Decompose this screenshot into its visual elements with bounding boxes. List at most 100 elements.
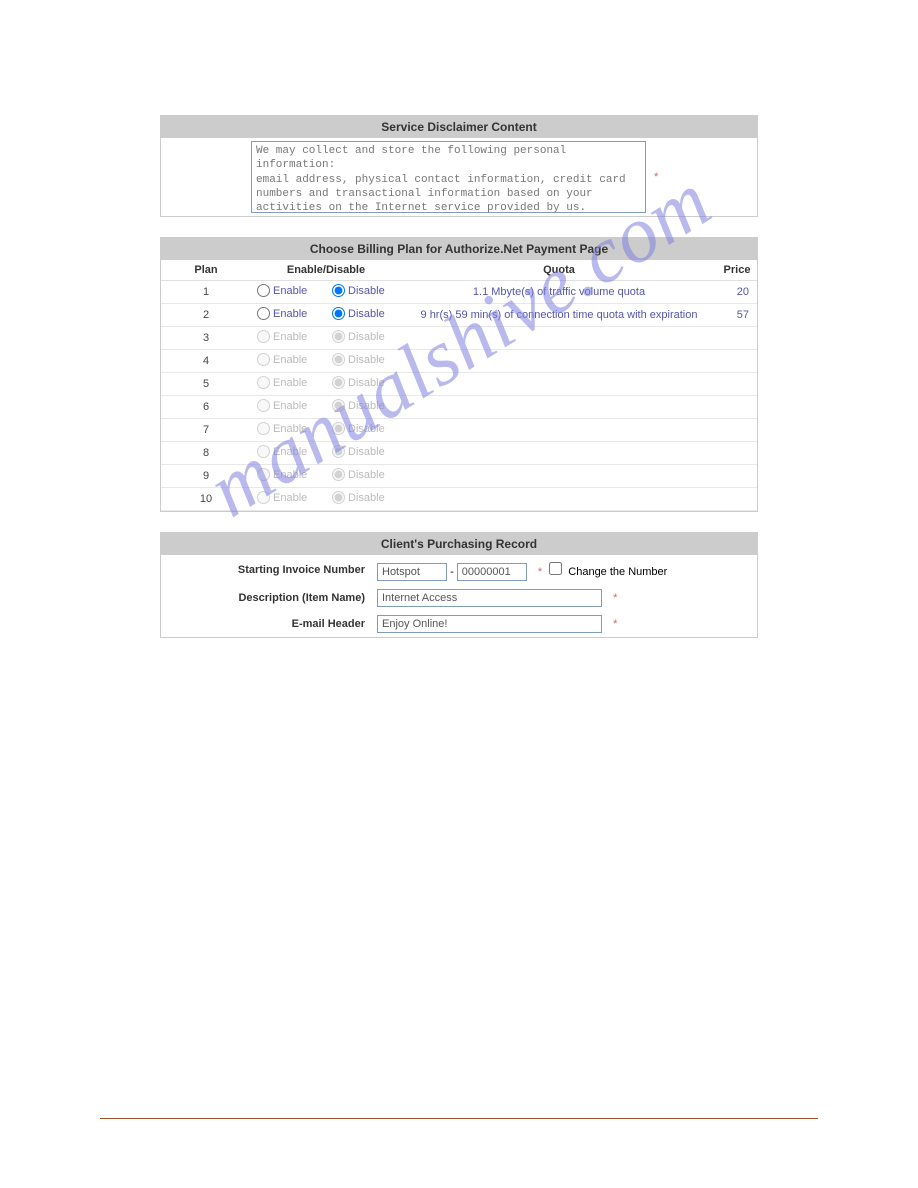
table-row: 8 Enable Disable [161, 442, 757, 465]
price-text [717, 419, 757, 442]
price-text [717, 488, 757, 511]
disable-radio [332, 353, 345, 366]
enable-radio [257, 422, 270, 435]
description-label: Description (Item Name) [161, 585, 371, 611]
table-row: 7 Enable Disable [161, 419, 757, 442]
enable-cell: Enable [251, 373, 326, 396]
enable-cell: Enable [251, 396, 326, 419]
table-row: 2 Enable Disable 9 hr(s) 59 min(s) of conne… [161, 304, 757, 327]
change-number-label: Change the Number [568, 566, 667, 578]
disable-cell: Disable [326, 442, 401, 465]
starting-invoice-label: Starting Invoice Number [161, 555, 371, 585]
plan-number: 9 [161, 465, 251, 488]
enable-radio [257, 353, 270, 366]
price-text [717, 396, 757, 419]
quota-text [401, 488, 717, 511]
enable-radio [257, 468, 270, 481]
change-number-checkbox[interactable] [549, 562, 562, 575]
client-purchasing-record-form: Starting Invoice Number - * Change the N… [161, 555, 757, 637]
email-header-label: E-mail Header [161, 611, 371, 637]
plan-number: 7 [161, 419, 251, 442]
plan-number: 3 [161, 327, 251, 350]
table-row: 4 Enable Disable [161, 350, 757, 373]
disable-cell: Disable [326, 350, 401, 373]
billing-plan-header: Choose Billing Plan for Authorize.Net Pa… [161, 238, 757, 260]
quota-text: 9 hr(s) 59 min(s) of connection time quo… [401, 304, 717, 327]
quota-text [401, 350, 717, 373]
enable-radio [257, 376, 270, 389]
plan-number: 6 [161, 396, 251, 419]
enable-cell: Enable [251, 419, 326, 442]
enable-cell: Enable [251, 304, 326, 327]
enable-radio[interactable] [257, 307, 270, 320]
enable-radio [257, 491, 270, 504]
invoice-required-marker: * [538, 566, 542, 578]
quota-text [401, 327, 717, 350]
enable-cell: Enable [251, 442, 326, 465]
disable-radio[interactable] [332, 307, 345, 320]
table-row: 10EnableDisable [161, 488, 757, 511]
disable-cell: Disable [326, 465, 401, 488]
quota-text [401, 465, 717, 488]
invoice-prefix-input [377, 563, 447, 581]
quota-text [401, 373, 717, 396]
table-row: 1EnableDisable1.1 Mbyte(s) of traffic vo… [161, 281, 757, 304]
price-text [717, 465, 757, 488]
service-disclaimer-header: Service Disclaimer Content [161, 116, 757, 138]
enable-label: Enable [273, 308, 307, 320]
price-text [717, 442, 757, 465]
enable-cell: Enable [251, 327, 326, 350]
enable-label: Enable [273, 400, 307, 412]
description-required-marker: * [613, 592, 617, 604]
disable-label: Disable [348, 308, 385, 320]
enable-cell: Enable [251, 281, 326, 304]
client-purchasing-record-panel: Client's Purchasing Record Starting Invo… [160, 532, 758, 638]
disable-radio [332, 399, 345, 412]
service-disclaimer-panel: Service Disclaimer Content * [160, 115, 758, 217]
plan-number: 5 [161, 373, 251, 396]
email-header-input[interactable] [377, 615, 602, 633]
enable-radio [257, 330, 270, 343]
disable-cell: Disable [326, 419, 401, 442]
disable-radio [332, 445, 345, 458]
enable-label: Enable [273, 469, 307, 481]
disable-cell: Disable [326, 304, 401, 327]
invoice-separator: - [450, 566, 454, 578]
disable-label: Disable [348, 377, 385, 389]
enable-cell: Enable [251, 465, 326, 488]
disclaimer-textarea[interactable] [251, 141, 646, 213]
disclaimer-required-marker: * [654, 171, 658, 183]
disable-radio [332, 376, 345, 389]
table-row: 6 Enable Disable [161, 396, 757, 419]
price-text [717, 350, 757, 373]
col-quota: Quota [401, 260, 717, 281]
disable-radio [332, 468, 345, 481]
table-row: 3 Enable Disable [161, 327, 757, 350]
enable-label: Enable [273, 331, 307, 343]
enable-radio [257, 445, 270, 458]
plan-number: 4 [161, 350, 251, 373]
disable-cell: Disable [326, 396, 401, 419]
enable-label: Enable [273, 423, 307, 435]
quota-text [401, 442, 717, 465]
disable-radio[interactable] [332, 284, 345, 297]
price-text [717, 373, 757, 396]
enable-radio[interactable] [257, 284, 270, 297]
disable-label: Disable [348, 331, 385, 343]
plan-number: 2 [161, 304, 251, 327]
enable-label: Enable [273, 492, 307, 504]
billing-plan-table: Plan Enable/Disable Quota Price 1EnableD… [161, 260, 757, 511]
price-text [717, 327, 757, 350]
enable-cell: Enable [251, 350, 326, 373]
description-input[interactable] [377, 589, 602, 607]
enable-cell: Enable [251, 488, 326, 511]
table-row: 5Enable Disable [161, 373, 757, 396]
footer-rule [100, 1118, 818, 1119]
quota-text: 1.1 Mbyte(s) of traffic volume quota [401, 281, 717, 304]
plan-number: 8 [161, 442, 251, 465]
disable-cell: Disable [326, 327, 401, 350]
enable-label: Enable [273, 446, 307, 458]
disable-label: Disable [348, 285, 385, 297]
enable-radio [257, 399, 270, 412]
enable-label: Enable [273, 354, 307, 366]
